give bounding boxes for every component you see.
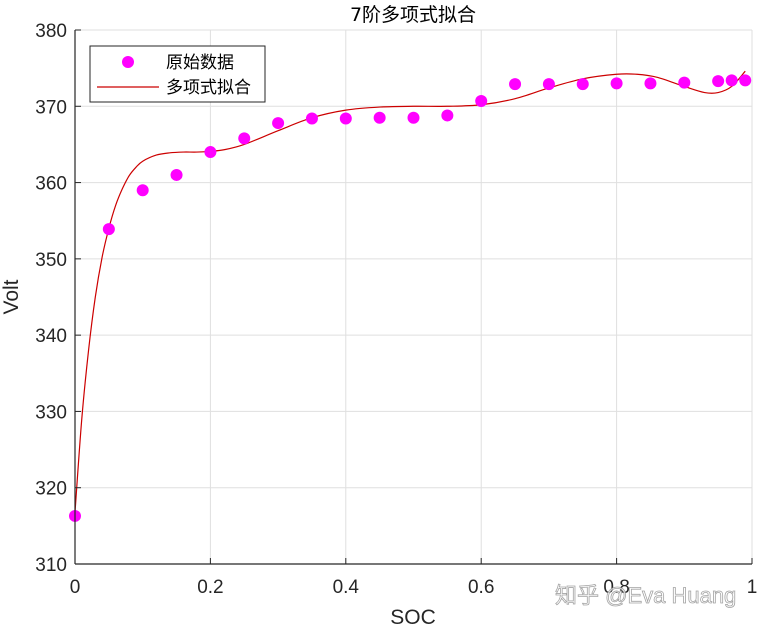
y-axis-ticks: 310 320 330 340 350 360 370 380 xyxy=(35,21,81,576)
y-tick-label: 330 xyxy=(35,402,67,423)
x-tick-label: 0.6 xyxy=(468,577,494,598)
x-tick-label: 0 xyxy=(70,577,81,598)
y-tick-label: 370 xyxy=(35,97,67,118)
x-tick-label: 0.8 xyxy=(603,577,629,598)
data-point xyxy=(542,78,555,91)
x-tick-label: 1 xyxy=(747,577,757,598)
legend: 原始数据 多项式拟合 xyxy=(89,45,266,103)
data-point xyxy=(509,78,522,91)
data-point xyxy=(739,74,752,87)
x-tick-label: 0.4 xyxy=(333,577,360,598)
y-tick-label: 320 xyxy=(35,479,67,500)
data-point xyxy=(441,109,454,122)
y-tick-label: 340 xyxy=(35,326,67,347)
y-tick-label: 380 xyxy=(35,21,67,42)
data-point xyxy=(610,77,623,90)
legend-box xyxy=(89,45,266,103)
raw-data-points xyxy=(69,74,752,522)
y-tick-label: 350 xyxy=(35,250,67,271)
data-point xyxy=(678,76,691,89)
data-point xyxy=(339,112,352,125)
y-tick-label: 310 xyxy=(35,555,67,576)
data-point xyxy=(238,132,251,145)
data-point xyxy=(170,168,183,181)
data-point xyxy=(204,146,217,159)
data-point xyxy=(644,77,657,90)
data-point xyxy=(576,78,589,91)
x-tick-label: 0.2 xyxy=(197,577,223,598)
data-point xyxy=(305,112,318,125)
y-tick-label: 360 xyxy=(35,174,67,195)
grid-lines xyxy=(74,29,753,565)
y-axis-label: Volt xyxy=(0,279,23,314)
data-point xyxy=(407,111,420,124)
data-point xyxy=(102,223,115,236)
data-point xyxy=(136,184,149,197)
data-point xyxy=(272,117,285,130)
legend-label-raw-data: 原始数据 xyxy=(166,53,234,73)
data-point xyxy=(712,75,725,88)
fit-curve xyxy=(74,70,746,513)
data-point xyxy=(725,74,738,87)
fit-curve-path xyxy=(74,70,746,513)
data-point xyxy=(373,111,386,124)
legend-marker-raw-data xyxy=(122,56,134,68)
axes xyxy=(74,30,752,565)
x-axis-label: SOC xyxy=(390,606,436,628)
legend-label-fit: 多项式拟合 xyxy=(166,78,251,98)
watermark: 知乎 @Eva Huang xyxy=(555,583,736,608)
data-point xyxy=(475,94,488,107)
x-axis-ticks: 0 0.2 0.4 0.6 0.8 1 xyxy=(70,558,757,598)
chart-title: 7阶多项式拟合 xyxy=(350,4,476,26)
